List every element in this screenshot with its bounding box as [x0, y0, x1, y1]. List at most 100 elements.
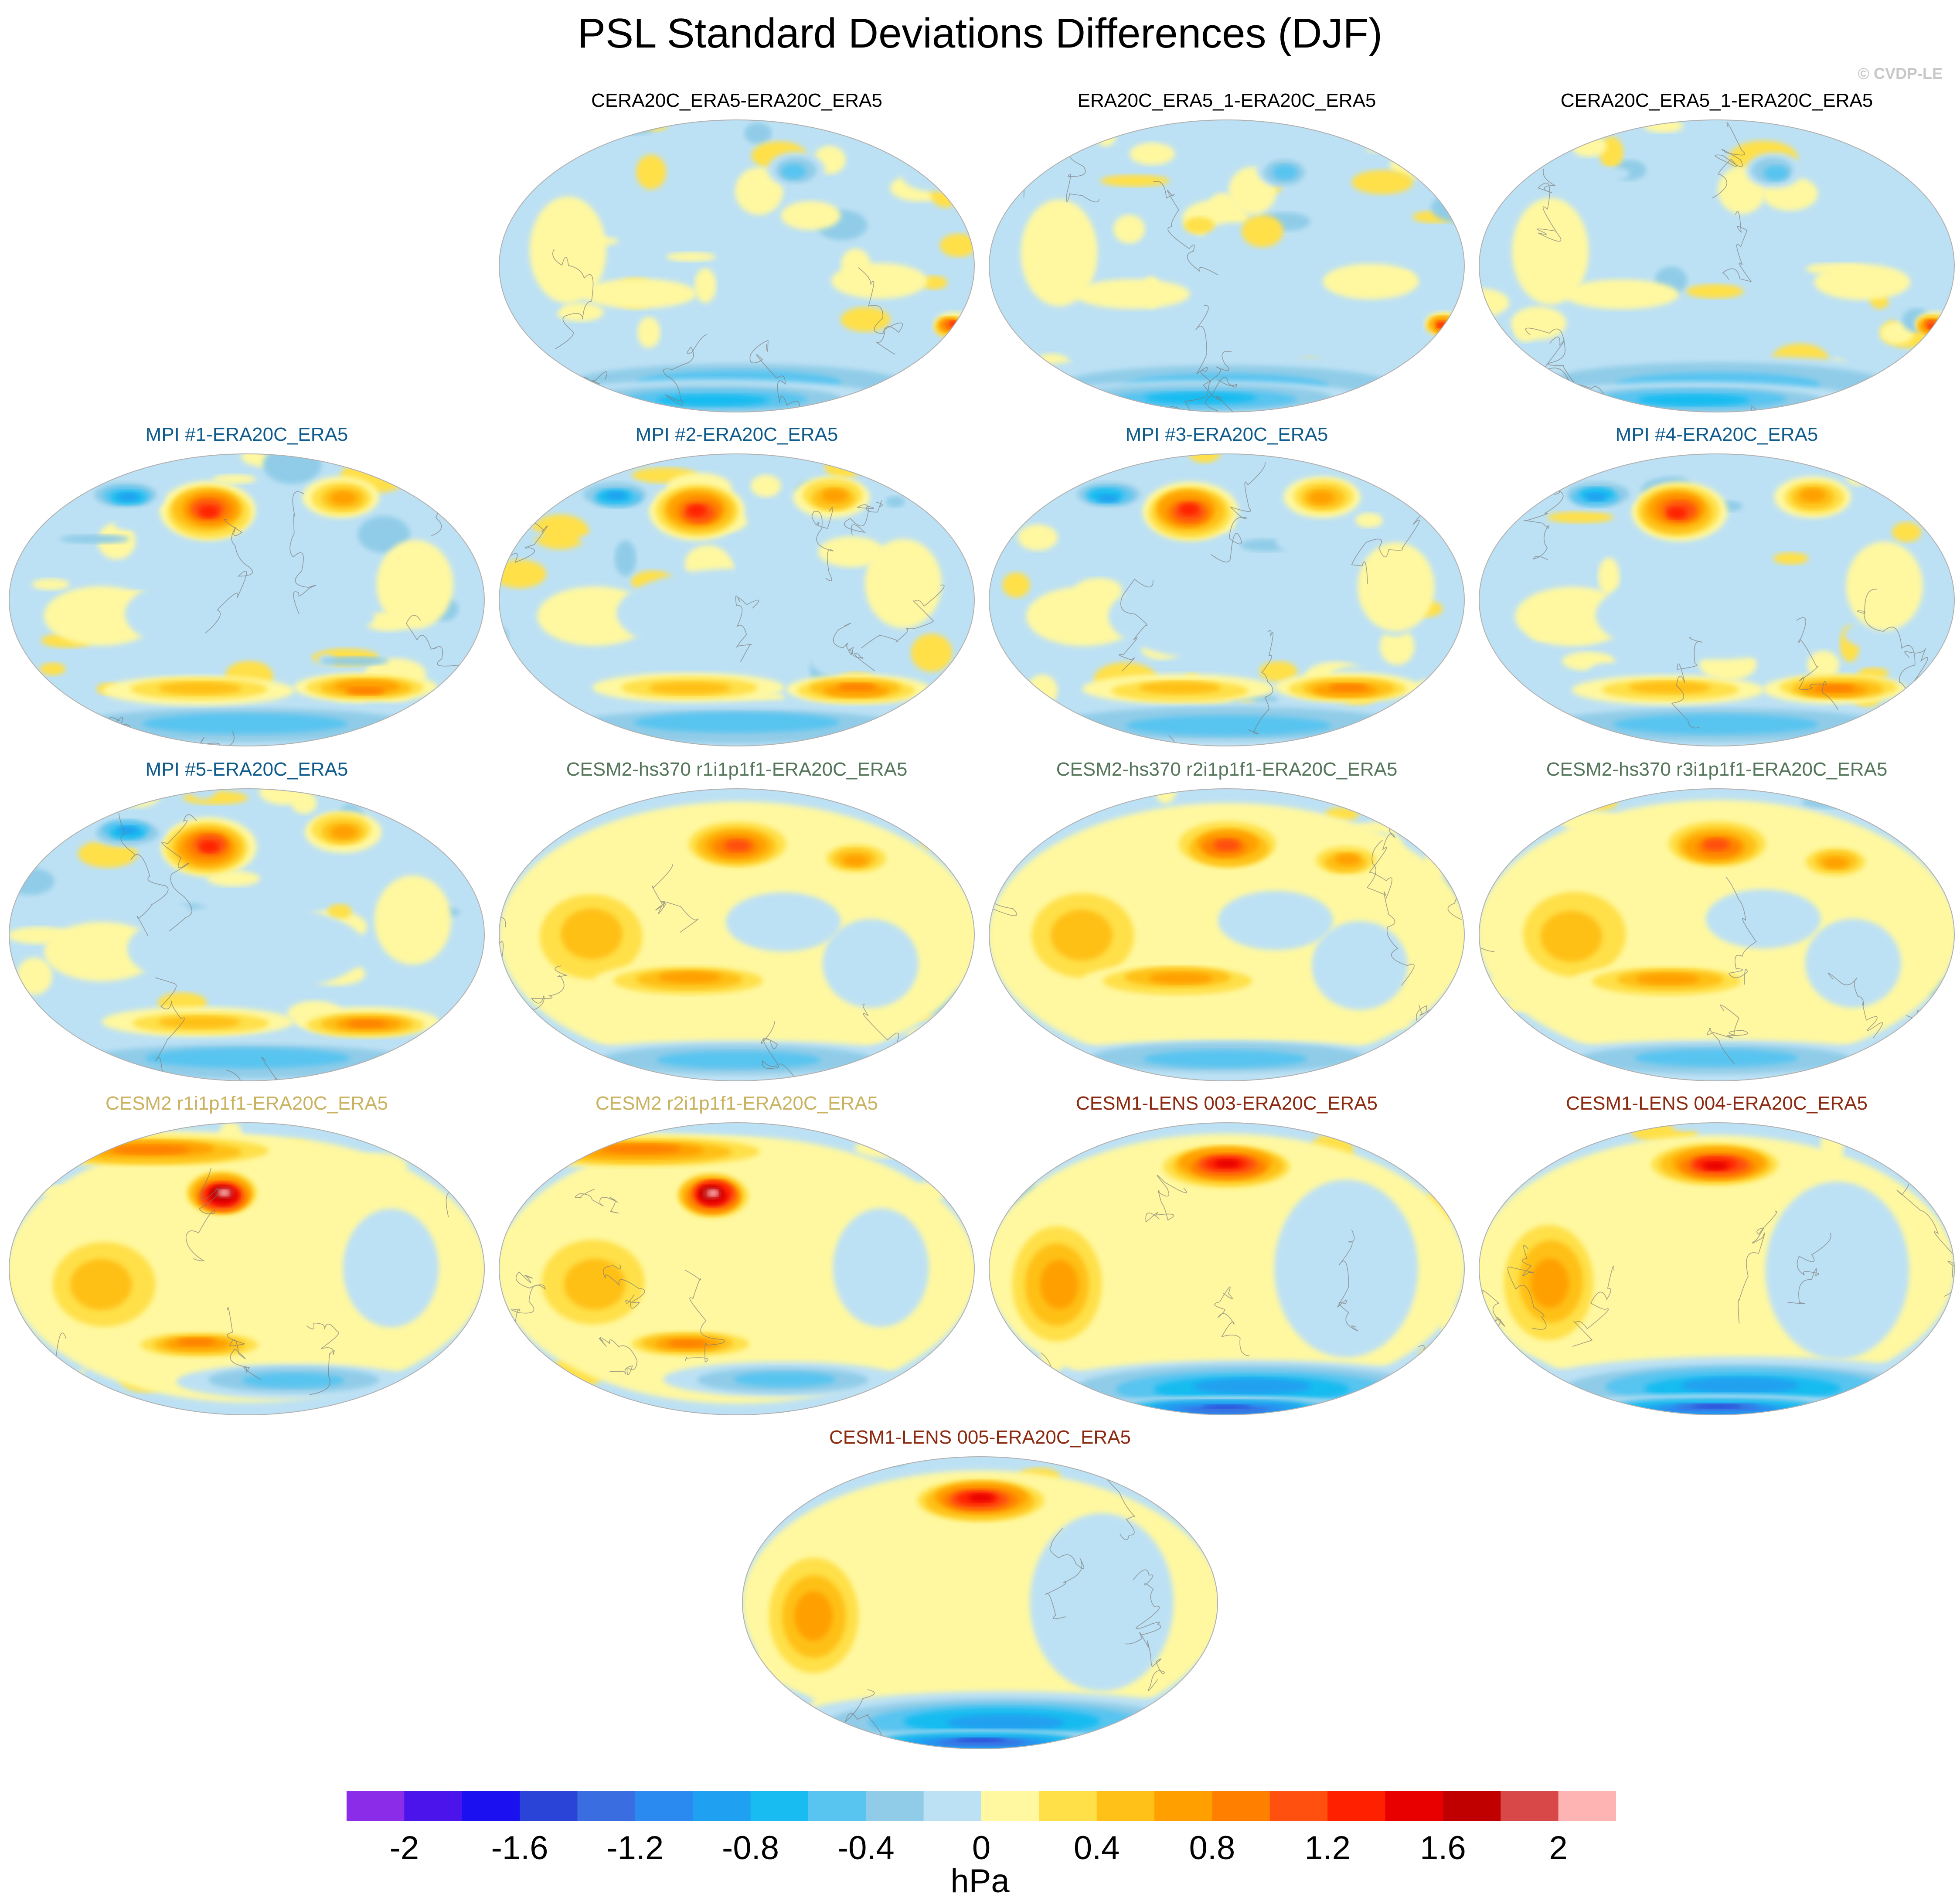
anomaly-patch: [1018, 524, 1058, 551]
anomaly-contour: [1540, 911, 1603, 962]
coastline: [1787, 1233, 1831, 1305]
map-outline: [9, 788, 485, 1081]
coastline: [483, 1206, 484, 1290]
anomaly-patch: [844, 1123, 898, 1140]
anomaly-patch: [499, 259, 532, 295]
anomaly-patch: [320, 656, 389, 666]
anomaly-contour: [529, 196, 606, 303]
anomaly-patch: [1876, 129, 1907, 150]
anomaly-contour: [733, 1372, 836, 1387]
colorbar-swatch: [1327, 1791, 1386, 1821]
anomaly-contour: [1214, 839, 1240, 852]
map-plot: [989, 119, 1465, 412]
coastline: [1195, 305, 1240, 412]
anomaly-contour: [70, 1259, 132, 1310]
anomaly-patch: [1055, 454, 1099, 463]
anomaly-patch: [1276, 531, 1307, 552]
anomaly-contour: [831, 263, 928, 299]
map-outline: [989, 1122, 1465, 1415]
anomaly-patch: [1687, 458, 1733, 490]
anomaly-contour: [668, 1339, 708, 1348]
anomaly-patch: [1354, 393, 1407, 406]
colorbar-swatch: [347, 1791, 405, 1821]
anomaly-patch: [1193, 1474, 1218, 1504]
anomaly-patch: [74, 789, 109, 805]
anomaly-patch: [821, 1404, 858, 1415]
anomaly-patch: [533, 134, 556, 150]
coastline: [205, 519, 253, 634]
colorbar: [347, 1791, 1616, 1821]
anomaly-patch: [1568, 1395, 1592, 1415]
anomaly-contour: [837, 683, 877, 692]
coastline: [1827, 972, 1883, 1039]
anomaly-patch: [1068, 549, 1107, 562]
anomaly-patch: [1688, 322, 1743, 356]
anomaly-patch: [746, 533, 772, 566]
anomaly-patch: [556, 303, 604, 322]
anomaly-contour: [1846, 542, 1923, 631]
coastline: [844, 500, 883, 535]
coastline: [603, 1264, 645, 1309]
colorbar-swatch: [1269, 1791, 1328, 1821]
anomaly-patch: [885, 496, 905, 508]
map-outline: [1479, 453, 1955, 746]
coastline: [1248, 630, 1274, 734]
anomaly-patch: [1572, 136, 1607, 157]
anomaly-contour: [656, 1051, 821, 1069]
anomaly-contour: [117, 493, 139, 501]
coastline: [1205, 377, 1237, 412]
anomaly-patch: [531, 514, 589, 549]
map-outline: [1479, 119, 1955, 412]
anomaly-contour: [564, 1259, 626, 1310]
anomaly-patch: [60, 534, 129, 544]
anomaly-contour: [968, 1493, 994, 1502]
colorbar-swatch: [520, 1791, 578, 1821]
map-panel: MPI #5-ERA20C_ERA5: [7, 754, 487, 1086]
anomaly-contour: [1193, 1378, 1311, 1395]
map-panel: MPI #4-ERA20C_ERA5: [1477, 419, 1957, 751]
anomaly-patch: [1479, 152, 1521, 175]
coastline: [1337, 1230, 1358, 1332]
anomaly-patch: [471, 1123, 484, 1135]
anomaly-patch: [1480, 1362, 1500, 1372]
panel-title: CESM1-LENS 005-ERA20C_ERA5: [829, 1427, 1131, 1448]
anomaly-patch: [499, 1137, 529, 1168]
coastline: [1738, 1211, 1777, 1324]
anomaly-patch: [861, 634, 882, 659]
map-plot: [9, 453, 485, 746]
colorbar-swatch: [1558, 1791, 1616, 1821]
coastline: [663, 334, 708, 406]
anomaly-contour: [687, 504, 707, 517]
map-plot: [1479, 119, 1955, 412]
coastline: [920, 369, 954, 412]
map-outline: [499, 1122, 975, 1415]
anomaly-patch: [925, 1362, 969, 1373]
anomaly-patch: [781, 201, 841, 230]
anomaly-patch: [1479, 1033, 1490, 1053]
colorbar-tick-label: 2: [1549, 1829, 1568, 1867]
anomaly-contour: [794, 1591, 833, 1641]
map-outline: [989, 119, 1465, 412]
colorbar-swatch: [693, 1791, 751, 1821]
anomaly-contour: [127, 904, 367, 994]
anomaly-patch: [1479, 381, 1509, 397]
anomaly-patch: [989, 798, 1027, 821]
coastline: [1351, 503, 1432, 585]
map-outline: [499, 453, 975, 746]
coastline: [652, 864, 699, 933]
colorbar-swatch: [1443, 1791, 1501, 1821]
anomaly-contour: [145, 1048, 350, 1069]
anomaly-contour: [859, 1557, 956, 1617]
anomaly-patch: [824, 455, 862, 479]
anomaly-contour: [1335, 853, 1361, 865]
anomaly-patch: [1095, 1123, 1139, 1141]
anomaly-contour: [605, 491, 626, 500]
map-panel: ERA20C_ERA5_1-ERA20C_ERA5: [987, 85, 1467, 417]
anomaly-contour: [330, 491, 357, 505]
anomaly-patch: [1259, 661, 1297, 682]
anomaly-contour: [1126, 715, 1331, 736]
anomaly-patch: [357, 516, 410, 553]
map-panel: CESM1-LENS 004-ERA20C_ERA5: [1477, 1088, 1957, 1420]
map-panel: CESM2-hs370 r1i1p1f1-ERA20C_ERA5: [497, 754, 977, 1086]
anomaly-patch: [1125, 257, 1161, 270]
